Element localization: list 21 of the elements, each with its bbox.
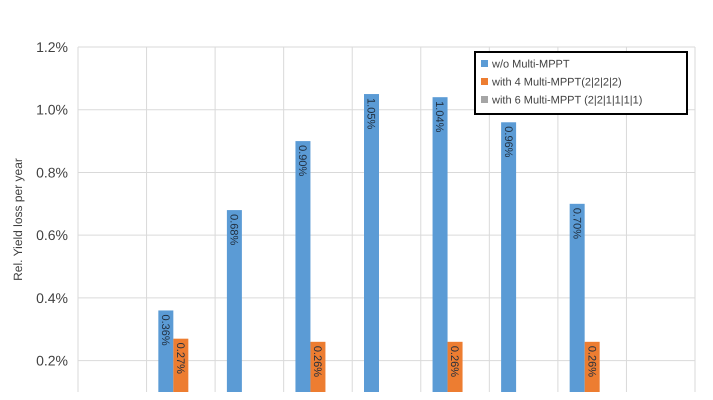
- data-label: 0.26%: [311, 346, 324, 378]
- data-label: 1.04%: [433, 101, 446, 133]
- y-axis-title: Rel. Yield loss per year: [11, 158, 25, 281]
- data-label: 1.05%: [364, 98, 377, 130]
- data-label: 0.27%: [174, 342, 186, 374]
- data-label: 0.26%: [585, 346, 598, 378]
- legend-label: with 4 Multi-MPPT(2|2|2|2): [491, 76, 622, 88]
- legend-label: w/o Multi-MPPT: [491, 58, 570, 70]
- data-label: 0.96%: [502, 126, 514, 158]
- legend-label: with 6 Multi-MPPT (2|2|1|1|1|1): [491, 94, 642, 106]
- y-tick-label: 0.8%: [36, 164, 68, 180]
- y-tick-label: 0.4%: [36, 290, 68, 306]
- data-label: 0.70%: [570, 208, 582, 240]
- data-label: 0.90%: [296, 145, 308, 176]
- data-label: 0.26%: [448, 346, 460, 378]
- y-tick-label: 1.2%: [36, 38, 68, 55]
- data-label: 0.68%: [228, 214, 240, 246]
- y-tick-label: 0.6%: [36, 227, 68, 244]
- data-label: 0.36%: [158, 314, 171, 346]
- y-tick-label: 0.2%: [36, 352, 68, 369]
- y-tick-label: 1.0%: [36, 102, 68, 118]
